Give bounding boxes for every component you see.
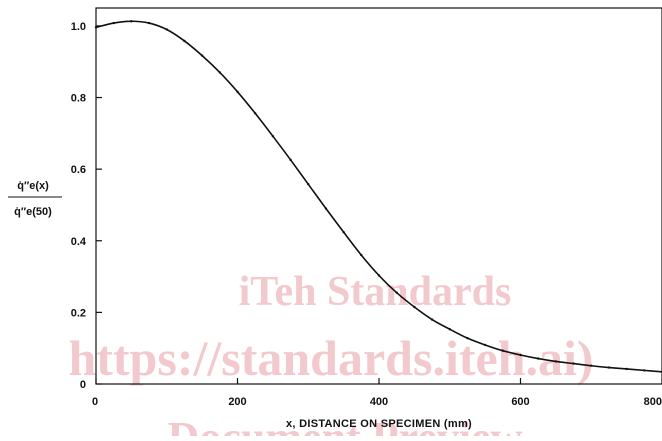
data-point [236, 90, 239, 93]
data-point [307, 182, 310, 186]
watermark: iTeh Standards https://standards.iteh.ai… [68, 269, 593, 441]
y-axis: 0 0.2 0.4 0.6 0.8 1.0 [71, 21, 102, 391]
y-tick-label: 0.8 [71, 93, 86, 105]
data-point [572, 362, 575, 365]
data-point [448, 328, 451, 331]
data-point [112, 21, 115, 25]
data-point [289, 158, 292, 162]
data-point [395, 291, 398, 294]
series-points [94, 20, 662, 374]
data-point [218, 71, 222, 74]
data-point [253, 112, 257, 115]
series-line [95, 20, 662, 373]
data-point [413, 305, 416, 309]
data-point [466, 336, 469, 340]
data-point [324, 207, 328, 210]
data-point [430, 318, 434, 321]
y-tick-label: 0.4 [71, 236, 87, 248]
data-point [377, 274, 381, 277]
data-point [590, 364, 593, 367]
data-point [554, 360, 558, 363]
plot-frame [95, 7, 662, 385]
data-point [130, 20, 133, 23]
data-point [183, 39, 186, 43]
data-point [625, 367, 628, 371]
x-tick-label: 400 [370, 396, 388, 408]
data-point [271, 134, 275, 138]
y-tick-label: 0.6 [71, 164, 86, 176]
x-axis-title: x, DISTANCE ON SPECIMEN (mm) [286, 418, 472, 430]
y-axis-title-numerator: q̇″e(x) [17, 180, 49, 192]
x-tick-label: 200 [228, 396, 246, 408]
data-point [342, 230, 345, 234]
y-tick-label: 0.2 [71, 307, 86, 319]
y-tick-label: 0 [80, 379, 86, 391]
watermark-line-1: iTeh Standards [239, 269, 512, 315]
data-point [643, 369, 646, 372]
data-point [519, 353, 522, 357]
data-point [536, 357, 540, 360]
y-axis-title: q̇″e(x) q̇″e(50) [8, 180, 62, 218]
data-point [147, 21, 151, 25]
x-tick-label: 600 [511, 396, 529, 408]
data-point [501, 349, 505, 352]
x-tick-label: 800 [644, 396, 662, 408]
y-axis-title-denominator: q̇″e(50) [14, 206, 52, 218]
x-tick-label: 0 [92, 396, 98, 408]
data-point [360, 253, 363, 257]
data-point [200, 54, 204, 57]
x-axis: 0 200 400 600 800 [92, 378, 662, 408]
data-point [483, 343, 487, 347]
y-tick-label: 1.0 [71, 21, 86, 33]
data-point [165, 28, 168, 31]
data-point [607, 366, 611, 369]
watermark-line-2: https://standards.iteh.ai) [68, 330, 593, 386]
data-point [94, 26, 98, 29]
